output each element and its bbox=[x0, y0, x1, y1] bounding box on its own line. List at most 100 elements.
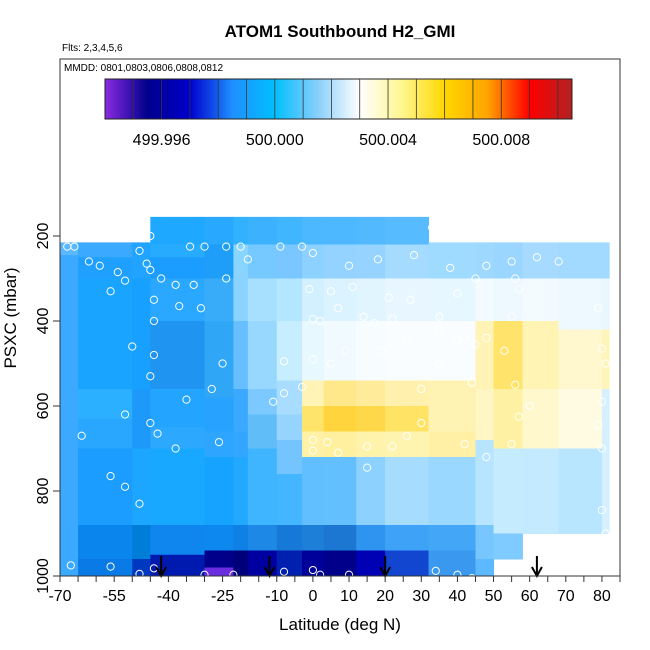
heatmap-cell bbox=[78, 559, 133, 576]
heatmap-cell bbox=[276, 414, 303, 441]
sample-point bbox=[597, 444, 607, 453]
sample-point bbox=[453, 336, 462, 345]
x-axis-label: Latitude (deg N) bbox=[279, 615, 401, 634]
sample-point bbox=[482, 333, 491, 343]
heatmap-cell bbox=[78, 257, 133, 279]
sample-point bbox=[500, 346, 509, 355]
sample-point bbox=[196, 304, 206, 313]
heatmap-cell bbox=[493, 533, 523, 560]
sample-point bbox=[507, 257, 516, 266]
sample-point bbox=[373, 255, 383, 264]
sample-point bbox=[222, 274, 231, 283]
heatmap-cell bbox=[323, 525, 357, 551]
heatmap-cell bbox=[78, 525, 133, 560]
heatmap-cell bbox=[132, 389, 151, 449]
x-tick-label: -55 bbox=[103, 588, 126, 605]
sample-point bbox=[149, 350, 159, 360]
colorbar-gradient bbox=[104, 78, 573, 120]
heatmap-cell bbox=[150, 278, 206, 322]
sample-point bbox=[157, 274, 166, 283]
sample-point bbox=[460, 333, 469, 343]
heatmap-cell bbox=[428, 457, 476, 526]
sample-point bbox=[305, 285, 314, 294]
sample-point bbox=[326, 359, 336, 368]
sample-point bbox=[308, 565, 318, 575]
sample-point bbox=[171, 444, 180, 453]
heatmap-cell bbox=[601, 389, 610, 534]
sample-point bbox=[511, 274, 520, 283]
heatmap-cell bbox=[302, 457, 325, 526]
sample-point bbox=[601, 359, 610, 368]
sample-point bbox=[308, 248, 318, 258]
heatmap-cell bbox=[522, 448, 560, 534]
sample-point bbox=[297, 242, 307, 251]
sample-point bbox=[507, 312, 516, 321]
sample-point bbox=[409, 251, 419, 260]
sample-point bbox=[482, 261, 491, 270]
sample-point bbox=[471, 340, 480, 349]
x-tick-label: 70 bbox=[557, 588, 575, 605]
sample-point bbox=[308, 355, 318, 364]
sample-point bbox=[334, 304, 343, 313]
heatmap-cell bbox=[385, 525, 430, 551]
sample-point bbox=[106, 562, 115, 571]
x-tick-label: 60 bbox=[521, 588, 539, 605]
flights-label: Flts: 2,3,4,5,6 bbox=[62, 43, 123, 54]
heatmap-cell bbox=[247, 216, 278, 245]
sample-point bbox=[362, 463, 372, 472]
sample-point bbox=[435, 312, 444, 321]
sample-point bbox=[218, 359, 227, 368]
x-tick-label: -25 bbox=[211, 588, 234, 605]
heatmap-cell bbox=[247, 525, 278, 551]
sample-point bbox=[207, 384, 216, 394]
x-tick-label: 20 bbox=[376, 588, 394, 605]
sample-point bbox=[370, 319, 379, 328]
sample-point bbox=[554, 257, 563, 266]
heatmap-cell bbox=[385, 321, 430, 381]
sample-point bbox=[326, 287, 336, 296]
x-axis: -70 -55 -40 -25 -10 0 10 20 30 40 50 60 70 80 bbox=[48, 576, 621, 605]
heatmap-cell bbox=[247, 389, 278, 415]
heatmap-cell bbox=[356, 406, 386, 432]
sample-point bbox=[402, 333, 411, 343]
heatmap-cell bbox=[204, 431, 234, 458]
heatmap-cell bbox=[475, 440, 495, 526]
heatmap-cell bbox=[558, 329, 603, 390]
sample-point bbox=[229, 570, 238, 576]
heatmap-cell bbox=[247, 278, 278, 322]
heatmap-cell bbox=[150, 216, 206, 245]
sample-point bbox=[601, 529, 610, 538]
sample-point bbox=[146, 265, 155, 275]
heatmap-cell bbox=[204, 216, 234, 245]
heatmap-cell bbox=[60, 255, 79, 576]
heatmap-cell bbox=[522, 321, 560, 390]
heatmap-cell bbox=[475, 525, 495, 560]
sample-point bbox=[377, 346, 386, 355]
heatmap-cell bbox=[323, 321, 357, 381]
heatmap-cell bbox=[475, 278, 495, 322]
sample-points bbox=[63, 223, 610, 576]
heatmap-cell bbox=[233, 270, 249, 322]
sample-point bbox=[594, 304, 603, 313]
sample-point bbox=[153, 429, 162, 438]
heatmap-cell bbox=[276, 321, 303, 381]
heatmap-cell bbox=[204, 321, 234, 398]
heatmap-cell bbox=[558, 448, 603, 534]
sample-point bbox=[388, 314, 397, 323]
heatmap-cell bbox=[78, 278, 133, 390]
heatmap-cell bbox=[204, 457, 234, 526]
sample-point bbox=[308, 446, 318, 455]
dates-label: MMDD: 0801,0803,0806,0808,0812 bbox=[64, 63, 223, 74]
heatmap-cell bbox=[428, 431, 476, 458]
heatmap-cell bbox=[356, 525, 386, 551]
heatmap-cell bbox=[323, 431, 357, 458]
heatmap-cell bbox=[233, 550, 249, 576]
heatmap-cell bbox=[302, 321, 325, 381]
heatmap-cell bbox=[132, 448, 151, 526]
heatmap-cell bbox=[276, 244, 303, 279]
heatmap-cell bbox=[132, 525, 151, 560]
colorbar-tick-label: 500.008 bbox=[472, 132, 530, 149]
heatmap-cell bbox=[276, 474, 303, 526]
heatmap-cell bbox=[150, 448, 206, 526]
heatmap-cell bbox=[233, 216, 249, 245]
